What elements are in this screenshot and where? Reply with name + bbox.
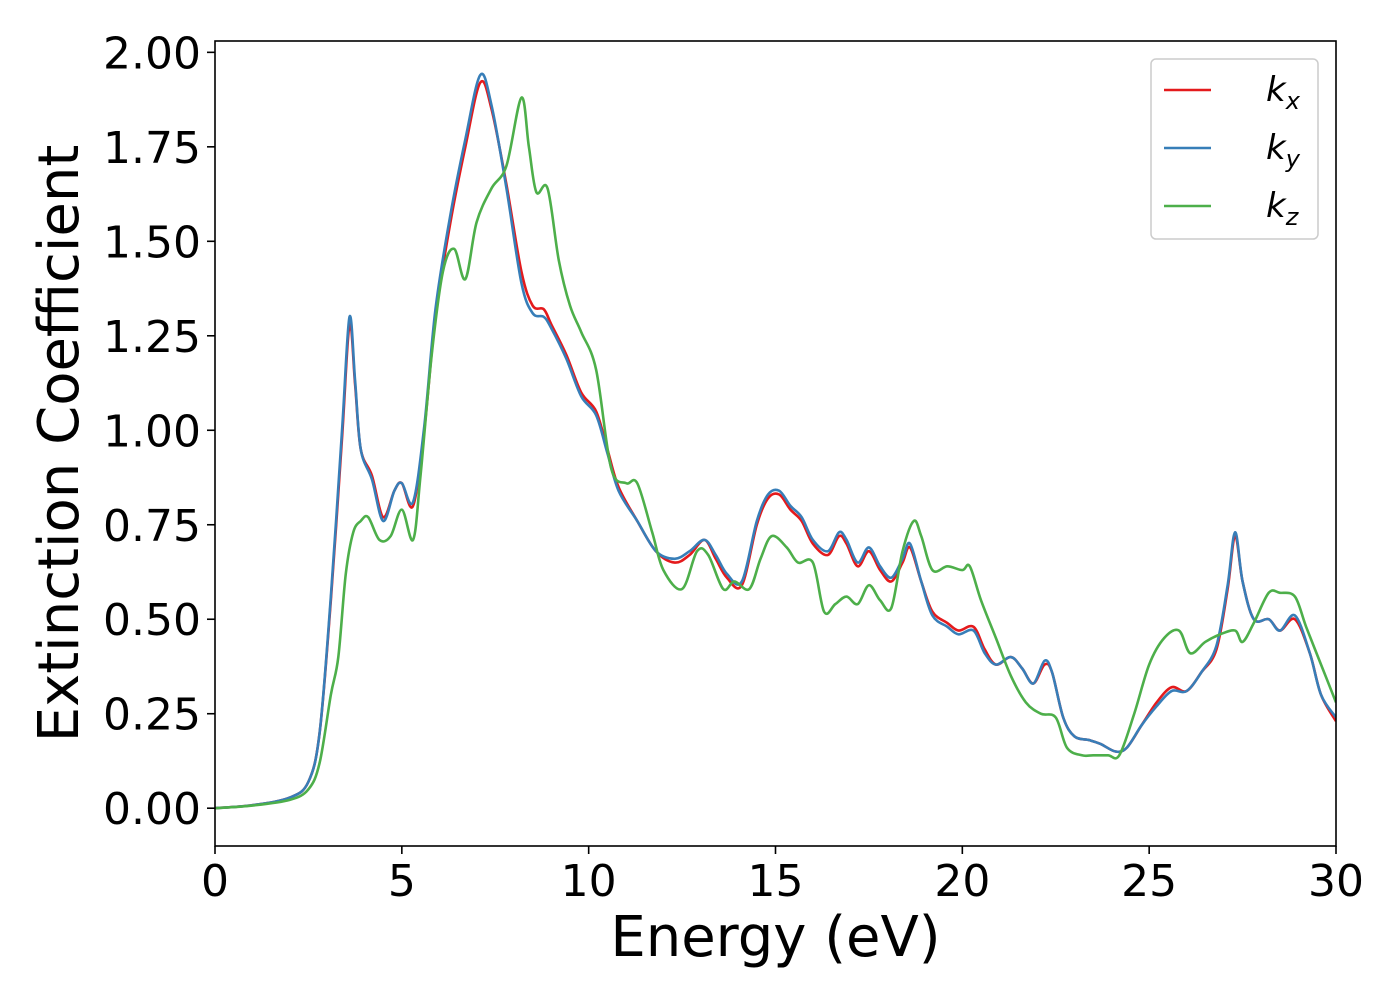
legend-label-kz: kz [1266,186,1300,231]
y-axis-title: Extinction Coefficient [27,145,92,743]
legend: kx ky kz [1150,58,1319,240]
y-tick-label: 0.75 [103,501,201,552]
x-tick-label: 25 [1121,856,1177,907]
y-axis-ticks: 0.00 0.25 0.50 0.75 1.00 1.25 1.50 1.75 2.00 [103,28,215,835]
y-tick-label: 0.00 [103,784,201,835]
x-axis-ticks: 0 5 10 15 20 25 30 [201,846,1364,907]
y-tick-label: 1.50 [103,217,201,268]
x-tick-label: 15 [748,856,804,907]
legend-label-ky: ky [1266,128,1301,173]
series-line-kz [215,96,1336,810]
x-tick-label: 5 [388,856,416,907]
series-layer [215,72,1336,810]
series-line-ky [215,72,1336,810]
x-tick-label: 0 [201,856,229,907]
x-axis-title: Energy (eV) [610,905,940,970]
legend-box [1150,58,1319,240]
y-tick-label: 0.50 [103,595,201,646]
y-tick-label: 1.75 [103,123,201,174]
y-tick-label: 2.00 [103,28,201,79]
x-tick-label: 20 [934,856,990,907]
y-tick-label: 1.25 [103,312,201,363]
legend-label-kx: kx [1266,70,1301,115]
y-tick-label: 1.00 [103,406,201,457]
x-tick-label: 30 [1308,856,1364,907]
x-tick-label: 10 [561,856,617,907]
legend-items: kx ky kz [1164,70,1301,231]
y-tick-label: 0.25 [103,690,201,741]
